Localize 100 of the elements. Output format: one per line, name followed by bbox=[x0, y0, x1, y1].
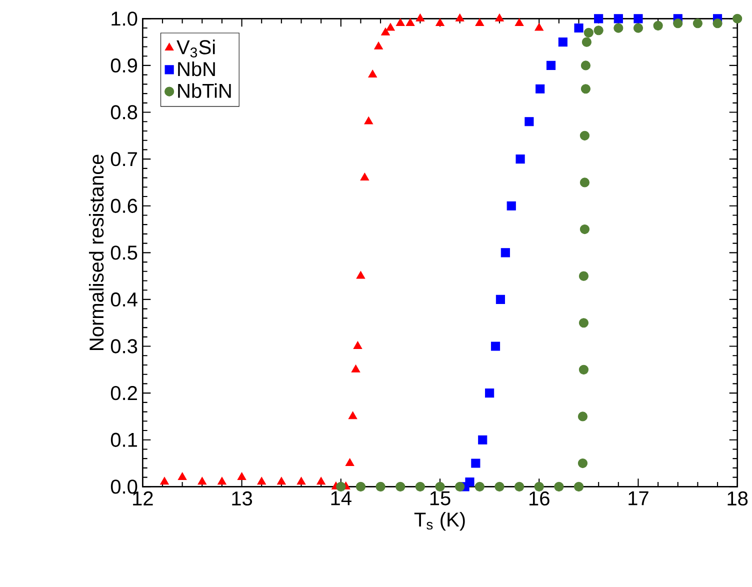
y-tick-label: 0.8 bbox=[110, 105, 138, 120]
point bbox=[580, 84, 591, 94]
point bbox=[396, 482, 406, 492]
point bbox=[673, 18, 683, 28]
x-tick-label: 15 bbox=[430, 492, 450, 506]
legend-label: NbN bbox=[178, 62, 215, 76]
y-tick-label: 0.6 bbox=[110, 198, 138, 214]
point bbox=[546, 61, 556, 70]
y-tick-label: 0.1 bbox=[110, 432, 137, 448]
point bbox=[455, 14, 464, 22]
point bbox=[376, 482, 386, 492]
point bbox=[578, 458, 588, 468]
point bbox=[506, 201, 516, 211]
point bbox=[536, 84, 545, 94]
point bbox=[436, 18, 444, 26]
point bbox=[356, 271, 366, 279]
point bbox=[578, 271, 589, 282]
point bbox=[374, 42, 383, 50]
point bbox=[514, 18, 524, 26]
y-tick-label: 0.9 bbox=[110, 58, 137, 73]
point bbox=[296, 477, 306, 485]
x-tick-label: 17 bbox=[628, 492, 648, 506]
point bbox=[178, 472, 187, 480]
y-tick-label: 1.0 bbox=[112, 12, 138, 26]
point bbox=[712, 18, 722, 28]
point bbox=[574, 24, 584, 33]
point bbox=[580, 178, 590, 188]
point bbox=[471, 458, 480, 468]
point bbox=[396, 18, 405, 26]
point bbox=[692, 18, 702, 28]
y-tick-label: 0.3 bbox=[110, 339, 138, 354]
point bbox=[237, 472, 246, 480]
point bbox=[634, 14, 643, 24]
y-tick-label: 0.4 bbox=[110, 292, 138, 307]
point bbox=[490, 342, 500, 351]
point bbox=[368, 70, 378, 78]
point bbox=[578, 318, 589, 328]
point bbox=[475, 18, 484, 26]
point bbox=[580, 60, 591, 70]
point bbox=[277, 477, 286, 485]
point bbox=[574, 482, 584, 492]
point bbox=[534, 23, 544, 31]
point bbox=[732, 14, 742, 24]
point bbox=[653, 21, 663, 31]
y-tick-label: 0.2 bbox=[110, 386, 137, 400]
point bbox=[356, 482, 366, 492]
point bbox=[406, 18, 415, 26]
point bbox=[435, 482, 445, 492]
point bbox=[465, 478, 474, 487]
point bbox=[364, 116, 374, 124]
y-tick-label: 0.5 bbox=[110, 246, 138, 260]
y-tick-label: 0.7 bbox=[110, 152, 137, 166]
point bbox=[578, 365, 589, 375]
x-tick-label: 18 bbox=[728, 492, 748, 506]
point bbox=[345, 458, 354, 466]
point bbox=[558, 38, 568, 47]
point bbox=[485, 388, 494, 398]
point bbox=[614, 23, 624, 33]
x-tick-label: 12 bbox=[133, 492, 153, 506]
point bbox=[360, 172, 370, 181]
point bbox=[633, 23, 644, 33]
point bbox=[336, 482, 346, 492]
point bbox=[198, 477, 207, 485]
legend-label: NbTiN bbox=[178, 83, 231, 98]
point bbox=[415, 482, 425, 492]
point bbox=[348, 412, 358, 420]
point bbox=[516, 154, 525, 164]
point bbox=[580, 224, 590, 234]
point bbox=[381, 28, 390, 36]
point bbox=[582, 37, 592, 48]
point bbox=[584, 28, 594, 38]
point bbox=[494, 482, 504, 492]
x-tick-label: 13 bbox=[232, 492, 252, 506]
point bbox=[614, 14, 623, 24]
point bbox=[594, 26, 604, 36]
point bbox=[455, 482, 465, 492]
point bbox=[257, 477, 266, 485]
point bbox=[478, 435, 488, 445]
point bbox=[218, 477, 226, 485]
x-tick-label: 14 bbox=[331, 492, 352, 506]
point bbox=[386, 23, 395, 31]
point bbox=[474, 482, 484, 492]
point bbox=[524, 117, 534, 126]
point bbox=[554, 482, 564, 492]
point bbox=[500, 248, 510, 258]
x-tick-label: 16 bbox=[530, 492, 550, 506]
point bbox=[534, 482, 544, 492]
point bbox=[316, 477, 326, 485]
point bbox=[514, 482, 524, 492]
x-axis-title: T$_{s}$ (K) bbox=[414, 512, 465, 531]
y-axis-title: Normalised resistance bbox=[88, 154, 104, 350]
point bbox=[580, 131, 590, 141]
legend-label: V$_{3}$Si bbox=[176, 40, 215, 58]
point bbox=[496, 295, 505, 304]
point bbox=[416, 14, 425, 22]
point bbox=[594, 14, 604, 24]
point bbox=[578, 412, 588, 422]
point bbox=[495, 14, 504, 22]
point bbox=[353, 341, 362, 350]
point bbox=[160, 477, 169, 485]
